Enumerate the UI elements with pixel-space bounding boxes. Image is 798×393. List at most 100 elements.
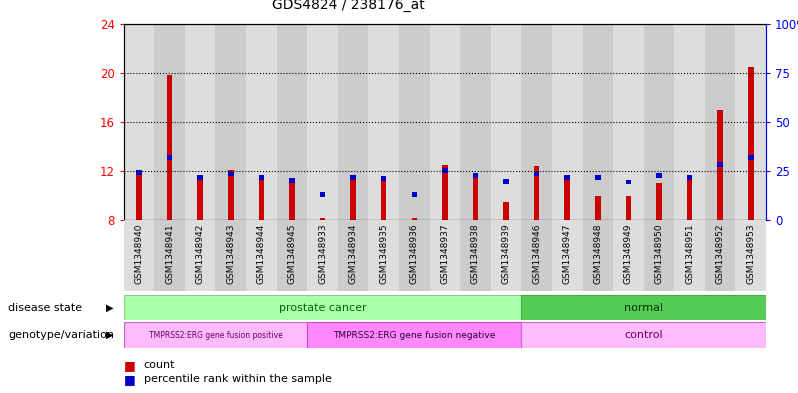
Bar xyxy=(583,24,613,220)
Bar xyxy=(307,322,521,348)
Text: GSM1348937: GSM1348937 xyxy=(440,224,449,284)
Bar xyxy=(504,202,509,220)
Bar xyxy=(154,220,185,291)
Text: GSM1348947: GSM1348947 xyxy=(563,224,571,284)
Text: ■: ■ xyxy=(124,359,136,372)
Text: GSM1348948: GSM1348948 xyxy=(594,224,602,284)
Bar xyxy=(338,220,369,291)
Text: prostate cancer: prostate cancer xyxy=(279,303,366,312)
Bar xyxy=(626,195,631,220)
Bar xyxy=(564,174,570,180)
Bar xyxy=(504,179,509,184)
Bar xyxy=(626,180,631,184)
Bar xyxy=(246,220,277,291)
Text: ■: ■ xyxy=(124,373,136,386)
Text: GSM1348943: GSM1348943 xyxy=(227,224,235,284)
Bar xyxy=(350,174,356,180)
Bar xyxy=(185,220,215,291)
Bar xyxy=(289,180,294,220)
Text: GSM1348950: GSM1348950 xyxy=(654,224,663,284)
Bar xyxy=(369,220,399,291)
Bar xyxy=(442,165,448,220)
Bar xyxy=(277,220,307,291)
Bar xyxy=(564,177,570,220)
Bar xyxy=(705,220,736,291)
Bar xyxy=(595,195,601,220)
Bar xyxy=(687,177,693,220)
Bar xyxy=(748,155,753,160)
Bar xyxy=(460,24,491,220)
Bar xyxy=(399,220,429,291)
Text: GSM1348952: GSM1348952 xyxy=(716,224,725,284)
Bar xyxy=(442,168,448,173)
Text: GSM1348945: GSM1348945 xyxy=(287,224,296,284)
Bar xyxy=(185,24,215,220)
Text: GSM1348944: GSM1348944 xyxy=(257,224,266,284)
Text: GSM1348953: GSM1348953 xyxy=(746,224,755,284)
Bar xyxy=(644,24,674,220)
Text: GSM1348940: GSM1348940 xyxy=(135,224,144,284)
Bar xyxy=(613,24,644,220)
Bar xyxy=(136,170,142,174)
Bar xyxy=(534,166,539,220)
Bar xyxy=(167,75,172,220)
Bar xyxy=(491,220,521,291)
Bar xyxy=(687,174,693,180)
Bar xyxy=(154,24,185,220)
Bar xyxy=(705,24,736,220)
Bar xyxy=(307,220,338,291)
Bar xyxy=(307,24,338,220)
Bar xyxy=(289,178,294,183)
Bar xyxy=(124,322,307,348)
Text: GDS4824 / 238176_at: GDS4824 / 238176_at xyxy=(272,0,425,12)
Bar xyxy=(674,220,705,291)
Bar xyxy=(215,24,246,220)
Text: GSM1348949: GSM1348949 xyxy=(624,224,633,284)
Bar xyxy=(197,177,203,220)
Bar xyxy=(736,220,766,291)
Text: GSM1348936: GSM1348936 xyxy=(410,224,419,284)
Bar xyxy=(552,220,583,291)
Bar xyxy=(197,174,203,180)
Bar xyxy=(472,173,478,178)
Text: percentile rank within the sample: percentile rank within the sample xyxy=(144,374,331,384)
Text: genotype/variation: genotype/variation xyxy=(8,330,114,340)
Bar xyxy=(491,24,521,220)
Text: normal: normal xyxy=(624,303,663,312)
Bar xyxy=(736,24,766,220)
Bar xyxy=(259,174,264,180)
Bar xyxy=(748,66,753,220)
Bar xyxy=(124,295,521,320)
Bar xyxy=(472,174,478,220)
Text: GSM1348933: GSM1348933 xyxy=(318,224,327,284)
Bar xyxy=(215,220,246,291)
Bar xyxy=(259,177,264,220)
Text: GSM1348938: GSM1348938 xyxy=(471,224,480,284)
Bar xyxy=(320,218,326,220)
Bar xyxy=(124,24,154,220)
Bar xyxy=(228,170,234,220)
Bar xyxy=(381,176,386,182)
Bar xyxy=(717,162,723,167)
Bar xyxy=(521,295,766,320)
Bar xyxy=(124,220,154,291)
Bar xyxy=(412,218,417,220)
Text: ▶: ▶ xyxy=(105,303,113,312)
Bar xyxy=(656,173,662,178)
Text: disease state: disease state xyxy=(8,303,82,312)
Bar xyxy=(534,172,539,176)
Text: GSM1348941: GSM1348941 xyxy=(165,224,174,284)
Bar xyxy=(613,220,644,291)
Bar xyxy=(595,174,601,180)
Bar xyxy=(381,178,386,220)
Text: TMPRSS2:ERG gene fusion positive: TMPRSS2:ERG gene fusion positive xyxy=(148,331,282,340)
Text: GSM1348951: GSM1348951 xyxy=(685,224,694,284)
Bar xyxy=(644,220,674,291)
Text: control: control xyxy=(624,330,663,340)
Bar xyxy=(167,155,172,160)
Text: GSM1348946: GSM1348946 xyxy=(532,224,541,284)
Bar xyxy=(717,110,723,220)
Bar xyxy=(399,24,429,220)
Bar xyxy=(429,220,460,291)
Bar xyxy=(277,24,307,220)
